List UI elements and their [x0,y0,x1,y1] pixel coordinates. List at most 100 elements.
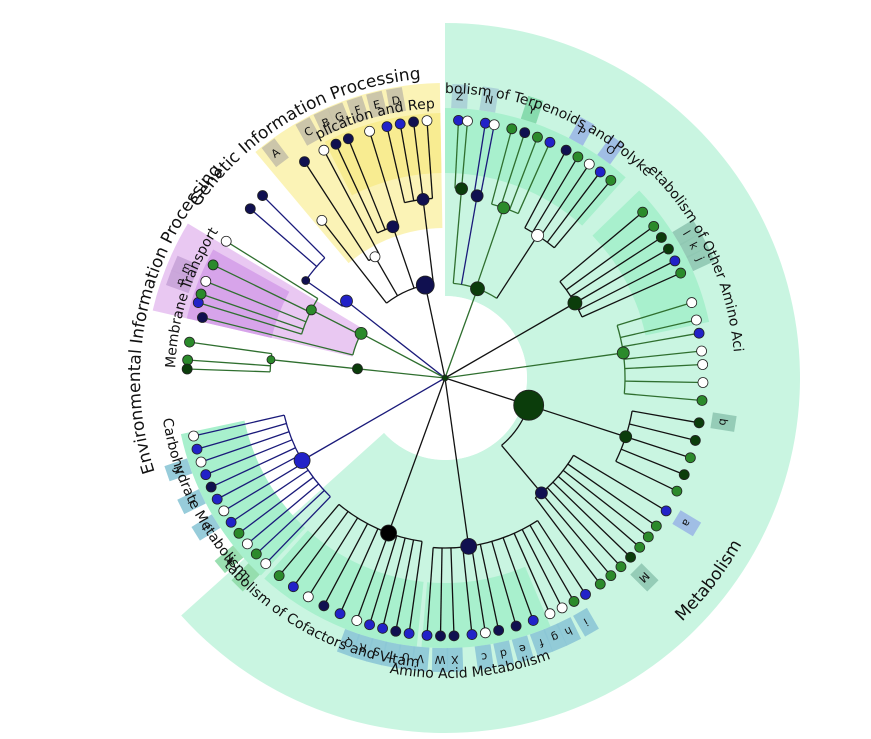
leaf-label-box [679,232,709,259]
leaf-label-G: G [327,102,352,131]
leaf-label-l: l [672,219,702,246]
leaf-label-E: E [366,90,388,118]
leaf-branch [540,492,612,577]
leaf-branch [205,280,307,323]
leaf-label-box [474,644,494,671]
leaf-node [184,336,195,348]
leaf-branch [246,483,320,545]
leaf-label-box [261,138,289,168]
leaf-branch [490,128,513,205]
leaf-node [181,363,193,375]
leaf-branch [307,517,359,598]
leaf-branch [303,161,370,261]
branch-stem [460,195,478,285]
leaf-branch [356,532,390,621]
sector-metabolism-of-cofactors-and-vitamins [264,530,424,647]
leaf-branch [524,149,567,229]
leaf-branch [629,423,696,442]
leaf-branch [462,547,473,635]
leaf-label-T: T [381,641,402,669]
leaf-label-box [672,219,702,246]
leaf-branch [408,541,423,634]
leaf-label-K: K [214,545,244,574]
leaf-label-V: V [411,646,430,672]
leaf-branch [565,225,655,291]
clade-node-16 [470,281,485,297]
leaf-label-box [573,607,599,637]
leaf-node [696,395,708,406]
leaf-node [421,629,433,641]
sector-metabolism-of-terpenoids-and-polyketides [445,108,626,226]
leaf-label-box [295,116,322,146]
leaf-label-text: m [178,261,194,276]
leaf-label-O: O [597,135,625,165]
branch-stem [452,188,463,284]
leaf-branch [386,126,406,203]
leaf-label-box [164,458,193,482]
branch-stem [374,256,399,297]
leaf-label-box [346,95,370,124]
leaf-node [634,541,646,553]
leaf-label-i: i [573,607,599,637]
leaf-node [302,591,314,603]
leaf-node [377,622,388,634]
leaf-label-text: R [357,640,368,655]
leaf-label-e: e [511,635,534,663]
leaf-branch [517,142,551,214]
leaf-label-text: f [536,636,545,650]
leaf-label-text: b [716,418,730,427]
leaf-node [220,235,232,247]
leaf-branch [339,528,379,614]
leaf-label-box [366,90,388,118]
leaf-branch [399,123,415,201]
leaf-node [568,596,580,607]
leaf-label-box [313,108,339,137]
leaf-node [200,469,212,481]
clade-node-24 [293,452,311,469]
leaf-node [594,578,606,590]
leaf-branch [439,547,443,636]
branch-stem [311,309,361,336]
clade-node-2 [369,251,381,263]
leaf-node [678,469,690,481]
leaf-label-k: k [679,232,709,259]
leaf-label-M: M [630,563,659,592]
leaf-label-W: W [431,647,449,673]
leaf-node [560,144,572,156]
sector-label-replication-and-repair: Replication and Repair [0,0,435,143]
branch-stem [357,368,446,379]
leaf-label-box [171,255,200,280]
leaf-branch [615,460,678,492]
clade-node-22 [460,537,478,555]
clade-node-18 [616,346,630,360]
leaf-label-text: N [484,93,494,107]
leaf-branch [534,497,601,585]
leaf-branch [500,132,526,208]
leaf-node [364,619,375,631]
leaf-branch [395,539,415,632]
leaf-node [689,435,701,446]
leaf-label-J: J [191,514,221,541]
branch-stem [387,377,446,534]
leaf-branch [624,363,703,370]
leaf-label-A: A [261,138,289,168]
leaf-node [648,220,660,232]
leaf-branch [238,476,314,534]
leaf-label-text: Y [526,103,538,118]
leaf-branch [189,341,272,355]
leaf-node [200,275,212,287]
leaf-node [594,166,606,178]
leaf-node [421,115,433,127]
leaf-branch [412,121,424,200]
leaf-label-box [520,95,544,124]
leaf-node [299,156,310,168]
leaf-node [506,123,518,135]
leaf-label-f: f [529,628,554,658]
branch-arc [305,257,326,281]
leaf-node [342,133,354,145]
leaf-branch [567,463,657,527]
leaf-label-C: C [295,116,322,146]
leaf-label-text: F [353,103,363,117]
leaf-label-text: g [549,630,561,645]
leaf-label-text: W [434,653,445,666]
